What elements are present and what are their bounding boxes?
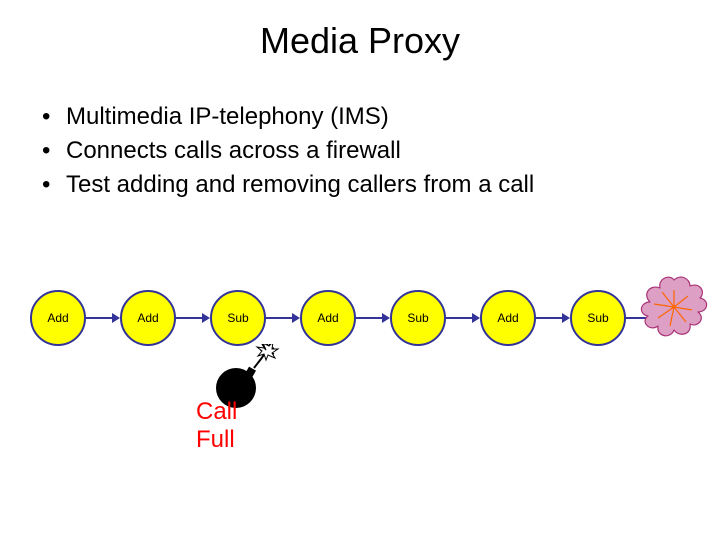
- chain-arrow: [86, 311, 120, 325]
- chain-node: Sub: [210, 290, 266, 346]
- chain-arrow: [356, 311, 390, 325]
- slide: Media Proxy Multimedia IP-telephony (IMS…: [0, 0, 720, 540]
- chain-node: Add: [300, 290, 356, 346]
- state-chain: Add Add Sub Add Sub Add Sub: [30, 290, 660, 346]
- bullet-list: Multimedia IP-telephony (IMS) Connects c…: [42, 100, 662, 202]
- chain-arrow: [536, 311, 570, 325]
- chain-node: Sub: [570, 290, 626, 346]
- call-full-line1: Call: [196, 398, 237, 426]
- chain-arrow: [176, 311, 210, 325]
- chain-node: Add: [480, 290, 536, 346]
- explosion-icon: [640, 272, 708, 347]
- chain-arrow: [446, 311, 480, 325]
- call-full-label: Call Full: [196, 398, 237, 454]
- call-full-line2: Full: [196, 426, 237, 454]
- bullet-item: Multimedia IP-telephony (IMS): [42, 100, 662, 134]
- explosion-svg: [640, 272, 708, 342]
- bullet-item: Connects calls across a firewall: [42, 134, 662, 168]
- bullet-item: Test adding and removing callers from a …: [42, 168, 662, 202]
- chain-node: Add: [30, 290, 86, 346]
- chain-node: Sub: [390, 290, 446, 346]
- chain-node: Add: [120, 290, 176, 346]
- chain-arrow: [266, 311, 300, 325]
- slide-title: Media Proxy: [0, 20, 720, 62]
